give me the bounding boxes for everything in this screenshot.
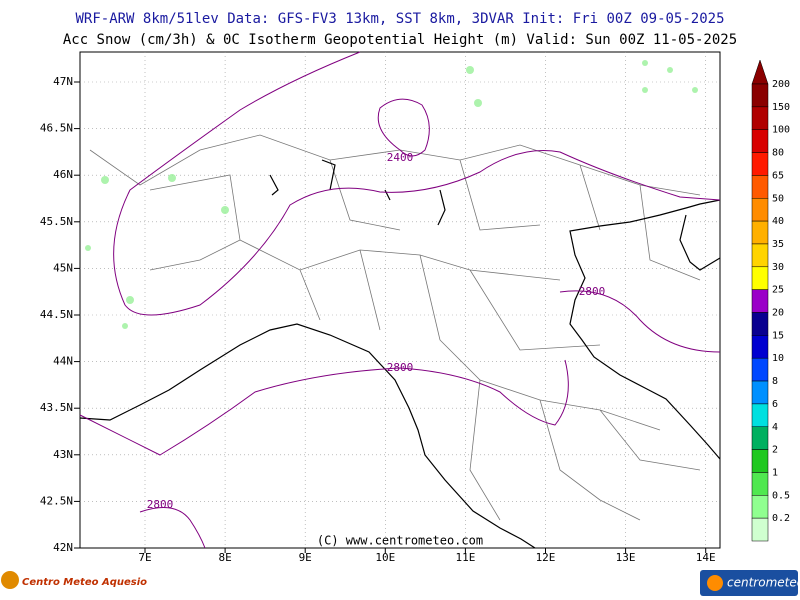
right-logo-text: centrometeo bbox=[727, 576, 800, 590]
lat-label: 44.5N bbox=[40, 308, 73, 321]
colorbar-swatch bbox=[751, 357, 769, 382]
lakes bbox=[269, 159, 446, 226]
lat-label: 44N bbox=[53, 355, 73, 368]
colorbar-swatch bbox=[751, 129, 769, 153]
colorbar-label: 8 bbox=[772, 376, 778, 387]
colorbar-label: 15 bbox=[772, 330, 784, 341]
contour-2800-sw bbox=[139, 507, 206, 549]
lon-label: 14E bbox=[696, 551, 716, 564]
colorbar-label: 200 bbox=[772, 79, 790, 90]
lon-label: 11E bbox=[455, 551, 475, 564]
lat-label: 45N bbox=[53, 261, 73, 274]
lon-label: 13E bbox=[616, 551, 636, 564]
colorbar-label: 65 bbox=[772, 170, 784, 181]
contour-2800-south bbox=[79, 359, 569, 456]
lat-label: 47N bbox=[53, 75, 73, 88]
colorbar-swatch bbox=[751, 426, 769, 450]
colorbar-label: 35 bbox=[772, 239, 784, 250]
contour-2800-east bbox=[559, 290, 721, 353]
lon-label: 12E bbox=[536, 551, 556, 564]
map-frame bbox=[79, 51, 721, 549]
lon-label: 8E bbox=[218, 551, 231, 564]
colorbar-swatch bbox=[751, 472, 769, 496]
colorbar-cap bbox=[751, 59, 769, 85]
contour-2400 bbox=[113, 51, 721, 316]
map: 2400 2800 2800 2800 (C) www.centrometeo.… bbox=[79, 51, 721, 549]
colorbar-swatch bbox=[751, 495, 769, 519]
colorbar-label: 10 bbox=[772, 353, 784, 364]
colorbar-swatch bbox=[751, 266, 769, 290]
colorbar-label: 80 bbox=[772, 148, 784, 159]
colorbar-swatch bbox=[751, 289, 769, 313]
colorbar-swatch bbox=[751, 220, 769, 245]
colorbar-swatch bbox=[751, 175, 769, 199]
colorbar-label: 150 bbox=[772, 102, 790, 113]
colorbar-label: 30 bbox=[772, 262, 784, 273]
lon-label: 7E bbox=[138, 551, 151, 564]
colorbar-swatch bbox=[751, 312, 769, 336]
colorbar-label: 2 bbox=[772, 445, 778, 456]
colorbar-label: 1 bbox=[772, 467, 778, 478]
contour-label: 2400 bbox=[387, 151, 414, 164]
lon-label: 10E bbox=[375, 551, 395, 564]
colorbar-swatch bbox=[751, 380, 769, 405]
colorbar-label: 0.5 bbox=[772, 490, 790, 501]
lat-label: 46N bbox=[53, 168, 73, 181]
colorbar-label: 40 bbox=[772, 216, 784, 227]
left-logo: Centro Meteo Aquesio bbox=[1, 571, 147, 589]
colorbar-label: 6 bbox=[772, 399, 778, 410]
lon-label: 9E bbox=[299, 551, 312, 564]
lat-label: 46.5N bbox=[40, 122, 73, 135]
snow-patches bbox=[85, 60, 698, 329]
colorbar-swatch bbox=[751, 83, 769, 108]
lat-label: 42N bbox=[53, 541, 73, 554]
colorbar-swatch bbox=[751, 106, 769, 130]
colorbar-label: 100 bbox=[772, 125, 790, 136]
colorbar-swatch bbox=[751, 403, 769, 427]
colorbar-label: 50 bbox=[772, 193, 784, 204]
coastline-istria bbox=[679, 214, 721, 271]
coastline-west bbox=[79, 323, 536, 549]
lat-label: 42.5N bbox=[40, 494, 73, 507]
colorbar-label: 25 bbox=[772, 285, 784, 296]
contour-2400-loop bbox=[377, 98, 430, 157]
colorbar-swatch bbox=[751, 517, 769, 542]
credit: (C) www.centrometeo.com bbox=[317, 534, 483, 548]
colorbar-label: 20 bbox=[772, 308, 784, 319]
lat-label: 45.5N bbox=[40, 215, 73, 228]
contour-label: 2800 bbox=[387, 361, 414, 374]
colorbar-label: 4 bbox=[772, 422, 778, 433]
colorbar-swatch bbox=[751, 198, 769, 222]
contour-label: 2800 bbox=[579, 285, 606, 298]
lat-label: 43.5N bbox=[40, 401, 73, 414]
left-logo-text: Centro Meteo Aquesio bbox=[22, 577, 147, 588]
right-logo: centrometeo bbox=[700, 570, 800, 596]
colorbar: 200 150 100 80 65 50 40 35 30 25 20 15 10 8 6 4 2 1 0.5 0.2 bbox=[751, 59, 790, 542]
header-line2: Acc Snow (cm/3h) & 0C Isotherm Geopotent… bbox=[63, 32, 737, 48]
graticule bbox=[80, 52, 720, 548]
colorbar-swatch bbox=[751, 449, 769, 473]
colorbar-swatch bbox=[751, 243, 769, 268]
contour-label: 2800 bbox=[147, 498, 174, 511]
lat-label: 43N bbox=[53, 448, 73, 461]
coastline-adriatic bbox=[569, 199, 721, 460]
header-line1: WRF-ARW 8km/51lev Data: GFS-FV3 13km, SS… bbox=[75, 11, 724, 27]
colorbar-label: 0.2 bbox=[772, 513, 790, 524]
colorbar-swatch bbox=[751, 335, 769, 359]
colorbar-swatch bbox=[751, 152, 769, 176]
